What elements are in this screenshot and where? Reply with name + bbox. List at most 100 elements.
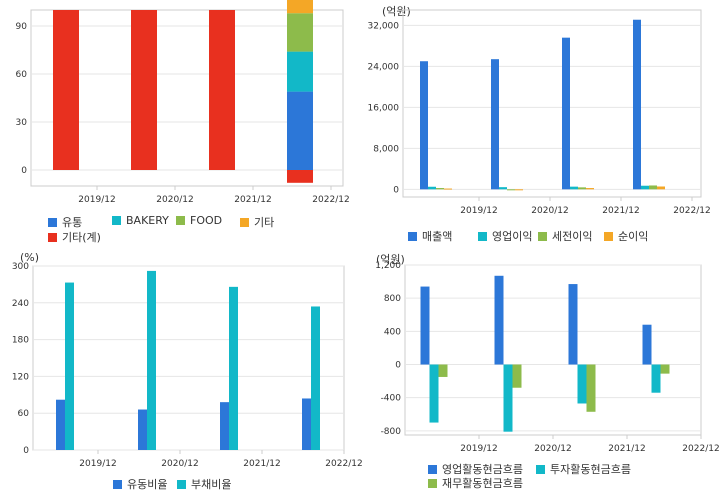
bar bbox=[586, 364, 596, 412]
chart-4-panel: (억원) -800 -400 0 400 800 1,200 2019/12 2020/12 2… bbox=[360, 248, 720, 496]
bar bbox=[138, 409, 147, 450]
legend-label: 영업활동현금흐름 bbox=[442, 463, 523, 476]
x-tick-label: 2021/12 bbox=[602, 206, 639, 216]
bar bbox=[491, 59, 499, 190]
bar bbox=[438, 364, 448, 377]
legend-swatch bbox=[177, 480, 186, 489]
legend-label: 매출액 bbox=[422, 230, 453, 243]
x-tick-label: 2022/12 bbox=[682, 444, 719, 454]
bar bbox=[209, 10, 235, 170]
chart-2-unit: (억원) bbox=[382, 5, 411, 18]
bar bbox=[53, 10, 79, 170]
bar bbox=[633, 19, 641, 190]
bar bbox=[287, 13, 313, 52]
legend-swatch bbox=[604, 232, 613, 241]
legend-swatch bbox=[536, 465, 545, 474]
y-tick-label: 180 bbox=[12, 336, 29, 346]
legend-label: 투자활동현금흐름 bbox=[550, 463, 631, 476]
chart-3-legend: 유동비율 부채비율 bbox=[113, 476, 353, 492]
x-tick-label: 2022/12 bbox=[325, 459, 362, 469]
bar bbox=[577, 364, 587, 404]
legend-swatch bbox=[176, 216, 185, 225]
bar bbox=[436, 188, 444, 190]
y-tick-label: 90 bbox=[16, 22, 28, 32]
y-tick-label: 800 bbox=[384, 294, 401, 304]
plot-frame bbox=[30, 9, 344, 187]
y-tick-label: 32,000 bbox=[368, 21, 400, 31]
chart-2-svg: 0 8,000 16,000 24,000 32,000 2019/12 2020/12 20… bbox=[368, 9, 711, 216]
y-tick-label: 0 bbox=[23, 446, 29, 456]
plot-frame bbox=[404, 264, 702, 436]
bar bbox=[147, 270, 156, 450]
bar bbox=[512, 364, 522, 388]
legend-swatch bbox=[428, 465, 437, 474]
x-tick-label: 2022/12 bbox=[673, 206, 710, 216]
chart-4-unit: (억원) bbox=[376, 253, 405, 266]
legend-item: 유통 bbox=[48, 214, 82, 230]
legend-label: 유동비율 bbox=[127, 478, 168, 491]
bar bbox=[444, 188, 452, 190]
legend-swatch bbox=[408, 232, 417, 241]
x-tick-label: 2019/12 bbox=[78, 195, 115, 205]
legend-swatch bbox=[113, 480, 122, 489]
bar bbox=[287, 51, 313, 92]
chart-1-svg: 0 30 60 90 2019/12 2020/12 2021/12 2022/12 bbox=[16, 0, 350, 205]
legend-item: 세전이익 bbox=[538, 228, 592, 244]
legend-swatch bbox=[478, 232, 487, 241]
bar bbox=[649, 185, 657, 190]
bar bbox=[651, 364, 661, 393]
x-tick-label: 2021/12 bbox=[608, 444, 645, 454]
y-tick-label: 120 bbox=[12, 372, 29, 382]
y-tick-label: 8,000 bbox=[373, 144, 399, 154]
x-tick-label: 2020/12 bbox=[161, 459, 198, 469]
x-tick-label: 2019/12 bbox=[460, 444, 497, 454]
legend-item: BAKERY bbox=[112, 214, 169, 227]
legend-label: 부채비율 bbox=[191, 478, 232, 491]
legend-label: 기타(계) bbox=[62, 231, 101, 244]
y-tick-label: 0 bbox=[21, 166, 27, 176]
x-tick-label: 2020/12 bbox=[531, 206, 568, 216]
legend-label: BAKERY bbox=[126, 214, 169, 227]
plot-frame bbox=[402, 9, 702, 198]
x-tick-label: 2020/12 bbox=[156, 195, 193, 205]
legend-swatch bbox=[48, 233, 57, 242]
bar bbox=[56, 399, 65, 450]
x-tick-label: 2019/12 bbox=[460, 206, 497, 216]
legend-swatch bbox=[240, 218, 249, 227]
y-tick-label: -400 bbox=[381, 394, 402, 404]
chart-3-svg: 0 60 120 180 240 300 2019/12 2020/12 2021/12 2022… bbox=[12, 262, 363, 469]
y-tick-label: 240 bbox=[12, 299, 29, 309]
bar bbox=[429, 364, 439, 423]
chart-3-panel: (%) 0 60 120 180 240 300 2019/12 2020/12 2021/12… bbox=[0, 248, 363, 496]
legend-swatch bbox=[538, 232, 547, 241]
bar bbox=[586, 188, 594, 190]
bar bbox=[287, 0, 313, 14]
bar bbox=[65, 282, 74, 450]
bar bbox=[302, 398, 311, 450]
legend-item: 매출액 bbox=[408, 228, 452, 244]
x-tick-label: 2022/12 bbox=[312, 195, 349, 205]
legend-label: 세전이익 bbox=[552, 230, 593, 243]
bar bbox=[499, 187, 507, 190]
bar bbox=[641, 185, 649, 190]
chart-3-unit: (%) bbox=[20, 251, 40, 264]
legend-swatch bbox=[48, 218, 57, 227]
bar bbox=[570, 186, 578, 190]
bar bbox=[507, 189, 515, 191]
x-tick-label: 2021/12 bbox=[243, 459, 280, 469]
y-tick-label: 16,000 bbox=[368, 103, 400, 113]
legend-item: 재무활동현금흐름 bbox=[428, 475, 523, 491]
legend-item: 영업이익 bbox=[478, 228, 532, 244]
legend-label: 순이익 bbox=[618, 230, 649, 243]
legend-label: 기타 bbox=[254, 216, 275, 229]
bar bbox=[578, 187, 586, 190]
y-tick-label: 300 bbox=[12, 262, 29, 272]
bar bbox=[420, 286, 430, 365]
legend-item: 기타(계) bbox=[48, 229, 101, 245]
y-tick-label: 0 bbox=[393, 185, 399, 195]
legend-label: FOOD bbox=[190, 214, 223, 227]
legend-item: 순이익 bbox=[604, 228, 648, 244]
bar bbox=[642, 324, 652, 365]
